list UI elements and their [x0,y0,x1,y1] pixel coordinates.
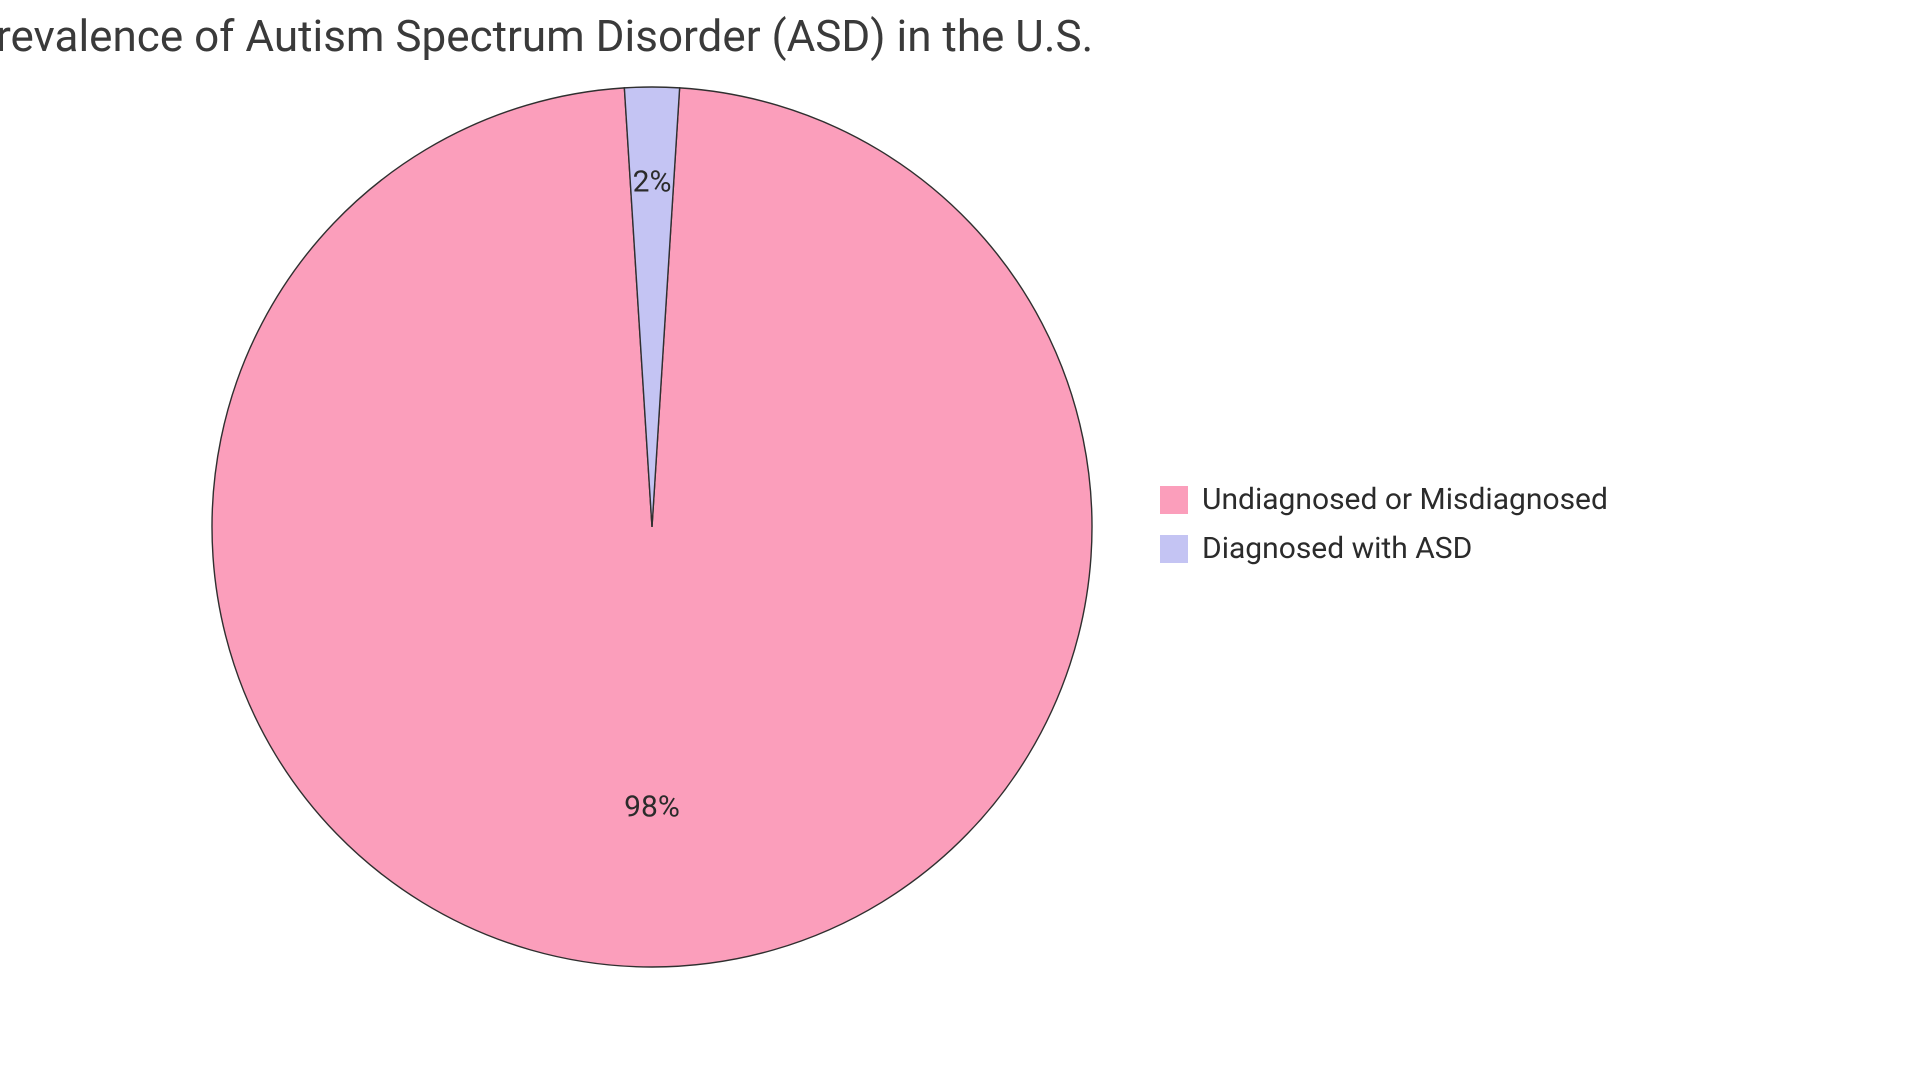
legend-swatch [1160,486,1188,514]
legend-label: Undiagnosed or Misdiagnosed [1202,482,1608,517]
slice-label: 2% [633,165,672,200]
chart-stage: revalence of Autism Spectrum Disorder (A… [0,0,1920,1080]
chart-title: revalence of Autism Spectrum Disorder (A… [0,10,1093,62]
legend-label: Diagnosed with ASD [1202,531,1472,566]
pie-svg: 2% 98% [208,83,1096,971]
slice-label: 98% [624,790,680,825]
legend-item: Undiagnosed or Misdiagnosed [1160,482,1608,517]
legend-swatch [1160,535,1188,563]
legend: Undiagnosed or Misdiagnosed Diagnosed wi… [1160,482,1608,566]
legend-item: Diagnosed with ASD [1160,531,1608,566]
pie-chart: 2% 98% [208,83,1096,971]
